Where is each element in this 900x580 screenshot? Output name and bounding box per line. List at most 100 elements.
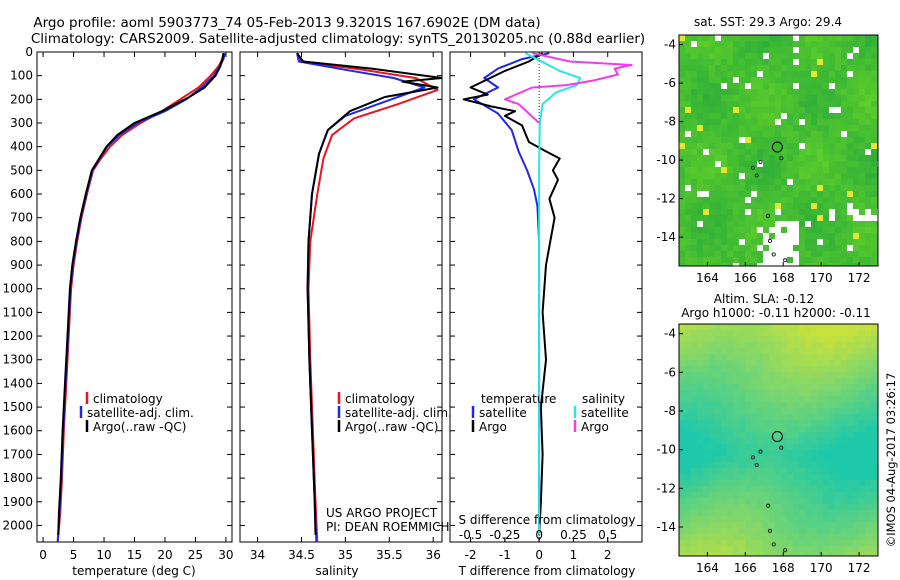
heatmap-cell: [739, 197, 745, 203]
heatmap-cell: [853, 203, 859, 209]
heatmap-cell: [799, 161, 805, 167]
y-tick-label: 700: [10, 211, 33, 225]
heatmap-cell: [739, 149, 745, 155]
heatmap-cell: [685, 336, 691, 342]
heatmap-cell: [835, 257, 841, 263]
heatmap-cell: [781, 77, 787, 83]
heatmap-cell: [841, 125, 847, 131]
difference-legend: temperature salinity satellite Argo sate…: [471, 392, 629, 434]
heatmap-cell: [751, 227, 757, 233]
heatmap-cell: [847, 95, 853, 101]
heatmap-cell: [853, 239, 859, 245]
heatmap-cell: [685, 53, 691, 59]
heatmap-cell: [709, 504, 715, 510]
heatmap-cell: [859, 528, 865, 534]
heatmap-cell: [739, 95, 745, 101]
heatmap-cell: [835, 233, 841, 239]
heatmap-cell: [679, 125, 685, 131]
heatmap-cell: [787, 342, 793, 348]
heatmap-cell: [805, 191, 811, 197]
heatmap-cell: [769, 239, 775, 245]
heatmap-cell: [799, 456, 805, 462]
heatmap-cell: [865, 215, 871, 221]
heatmap-cell: [865, 354, 871, 360]
heatmap-cell: [679, 324, 685, 330]
heatmap-cell: [715, 516, 721, 522]
heatmap-cell: [715, 101, 721, 107]
heatmap-cell: [775, 492, 781, 498]
heatmap-cell: [835, 504, 841, 510]
heatmap-cell: [769, 203, 775, 209]
heatmap-cell: [781, 53, 787, 59]
heatmap-cell: [811, 179, 817, 185]
heatmap-cell: [679, 137, 685, 143]
heatmap-cell: [859, 522, 865, 528]
heatmap-cell: [751, 113, 757, 119]
heatmap-cell: [859, 155, 865, 161]
heatmap-cell: [835, 522, 841, 528]
heatmap-cell: [793, 414, 799, 420]
heatmap-cell: [853, 474, 859, 480]
heatmap-cell: [871, 540, 877, 546]
heatmap-cell: [817, 366, 823, 372]
heatmap-cell: [727, 197, 733, 203]
heatmap-cell: [691, 396, 697, 402]
heatmap-cell: [805, 522, 811, 528]
heatmap-cell: [829, 155, 835, 161]
heatmap-cell: [775, 197, 781, 203]
heatmap-cell: [835, 209, 841, 215]
heatmap-cell: [859, 498, 865, 504]
heatmap-cell: [715, 444, 721, 450]
heatmap-cell: [733, 360, 739, 366]
heatmap-cell: [841, 77, 847, 83]
heatmap-cell: [697, 53, 703, 59]
heatmap-cell: [745, 209, 751, 215]
heatmap-cell: [757, 95, 763, 101]
heatmap-cell: [769, 450, 775, 456]
heatmap-cell: [853, 534, 859, 540]
heatmap-cell: [745, 480, 751, 486]
heatmap-cell: [751, 438, 757, 444]
heatmap-cell: [691, 119, 697, 125]
heatmap-cell: [715, 432, 721, 438]
heatmap-cell: [859, 137, 865, 143]
heatmap-cell: [775, 390, 781, 396]
heatmap-cell: [757, 342, 763, 348]
heatmap-cell: [709, 119, 715, 125]
heatmap-cell: [805, 450, 811, 456]
heatmap-cell: [685, 468, 691, 474]
heatmap-cell: [709, 221, 715, 227]
heatmap-cell: [757, 155, 763, 161]
heatmap-cell: [745, 552, 751, 556]
heatmap-cell: [841, 354, 847, 360]
heatmap-cell: [733, 534, 739, 540]
heatmap-cell: [757, 209, 763, 215]
heatmap-cell: [787, 366, 793, 372]
heatmap-cell: [829, 167, 835, 173]
heatmap-cell: [715, 197, 721, 203]
heatmap-cell: [871, 119, 877, 125]
heatmap-cell: [727, 203, 733, 209]
heatmap-cell: [799, 263, 805, 266]
y-tick-label: 200: [10, 92, 33, 106]
heatmap-cell: [817, 498, 823, 504]
heatmap-cell: [745, 227, 751, 233]
heatmap-cell: [733, 426, 739, 432]
heatmap-cell: [745, 444, 751, 450]
heatmap-cell: [817, 179, 823, 185]
heatmap-cell: [835, 450, 841, 456]
heatmap-cell: [739, 131, 745, 137]
heatmap-cell: [817, 408, 823, 414]
heatmap-cell: [691, 504, 697, 510]
heatmap-cell: [703, 396, 709, 402]
heatmap-cell: [835, 191, 841, 197]
heatmap-cell: [841, 257, 847, 263]
heatmap-cell: [847, 348, 853, 354]
heatmap-cell: [781, 179, 787, 185]
heatmap-cell: [709, 378, 715, 384]
heatmap-cell: [703, 221, 709, 227]
heatmap-cell: [817, 420, 823, 426]
heatmap-cell: [721, 173, 727, 179]
heatmap-cell: [739, 143, 745, 149]
heatmap-cell: [727, 342, 733, 348]
